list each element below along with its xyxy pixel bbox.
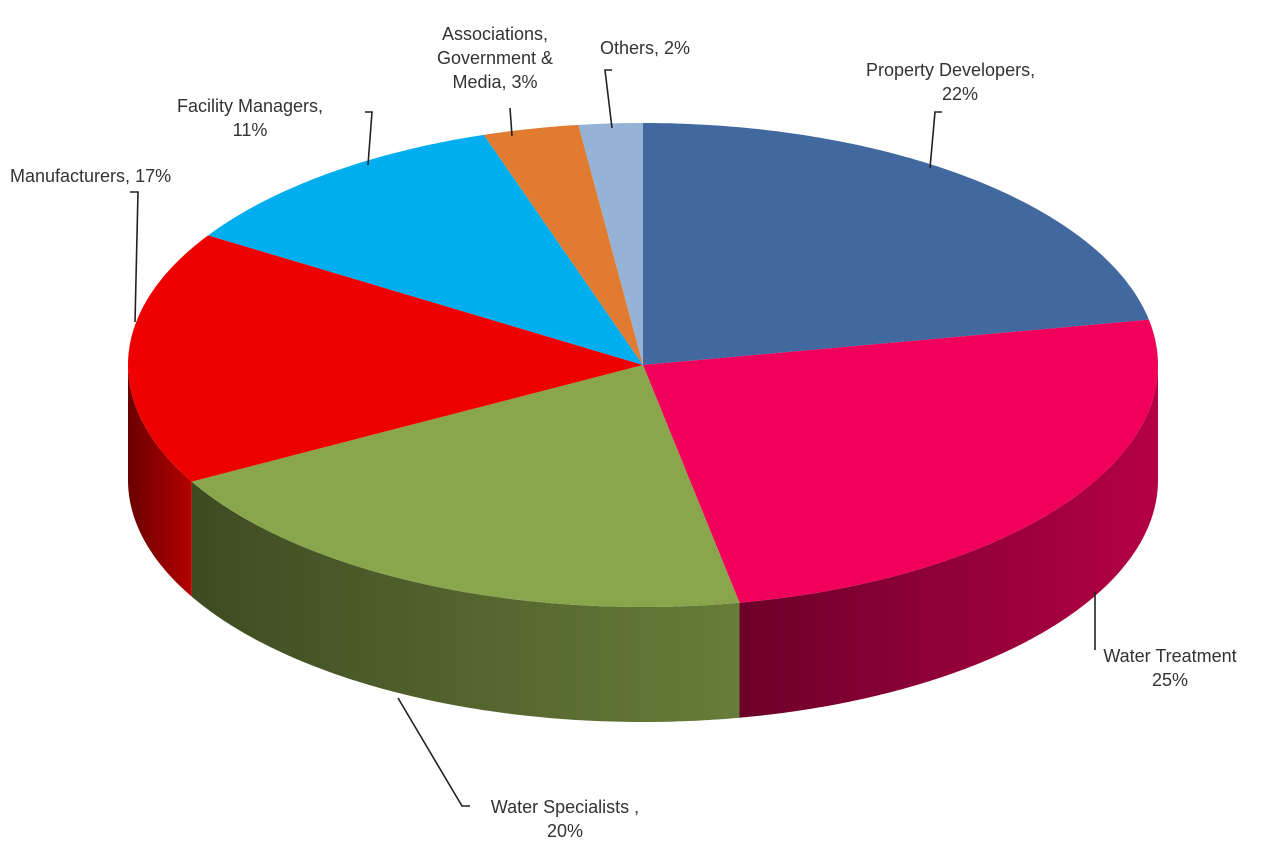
slice bbox=[191, 365, 740, 607]
leader-line bbox=[929, 111, 942, 169]
slice bbox=[578, 123, 643, 365]
value-label: 22% bbox=[942, 84, 979, 104]
slice bbox=[643, 319, 1158, 603]
slice-side bbox=[191, 481, 740, 722]
value-label: 20% bbox=[546, 821, 584, 841]
slice bbox=[128, 235, 644, 482]
slice-label: Others, 2% bbox=[600, 36, 760, 60]
slice-side bbox=[739, 365, 1158, 718]
pie-sides bbox=[128, 365, 1158, 722]
category-label: Facility Managers, bbox=[176, 96, 324, 116]
slice-side bbox=[128, 365, 192, 597]
slice-label: Water Specialists , 20% bbox=[450, 795, 680, 843]
pie bbox=[128, 123, 1158, 722]
value-label: 3% bbox=[511, 72, 538, 92]
leader-lines bbox=[130, 69, 1096, 807]
value-label: 2% bbox=[664, 38, 691, 58]
slice bbox=[483, 124, 643, 366]
leader-line bbox=[365, 111, 373, 166]
slice bbox=[208, 134, 643, 365]
category-label: Others, bbox=[600, 38, 660, 58]
leader-line bbox=[604, 69, 613, 129]
slice-label: Associations, Government & Media, 3% bbox=[420, 22, 570, 94]
slice-label: Property Developers, 22% bbox=[866, 58, 1126, 106]
slice bbox=[643, 123, 1149, 365]
leader-line bbox=[509, 107, 513, 137]
value-label: 17% bbox=[135, 166, 172, 186]
category-label: Water Treatment bbox=[1103, 646, 1237, 666]
category-label: Associations, Government & Media, bbox=[436, 24, 554, 92]
slice-label: Manufacturers, 17% bbox=[10, 164, 270, 188]
category-label: Property Developers, bbox=[866, 60, 1036, 80]
leader-line bbox=[397, 697, 470, 807]
value-label: 25% bbox=[1151, 670, 1189, 690]
value-label: 11% bbox=[232, 120, 268, 140]
category-label: Manufacturers, bbox=[10, 166, 131, 186]
category-label: Water Specialists , bbox=[490, 797, 640, 817]
pie-tops bbox=[128, 123, 1158, 607]
leader-line bbox=[130, 191, 139, 323]
slice-label: Facility Managers, 11% bbox=[150, 94, 350, 142]
slice-label: Water Treatment 25% bbox=[1060, 644, 1279, 692]
